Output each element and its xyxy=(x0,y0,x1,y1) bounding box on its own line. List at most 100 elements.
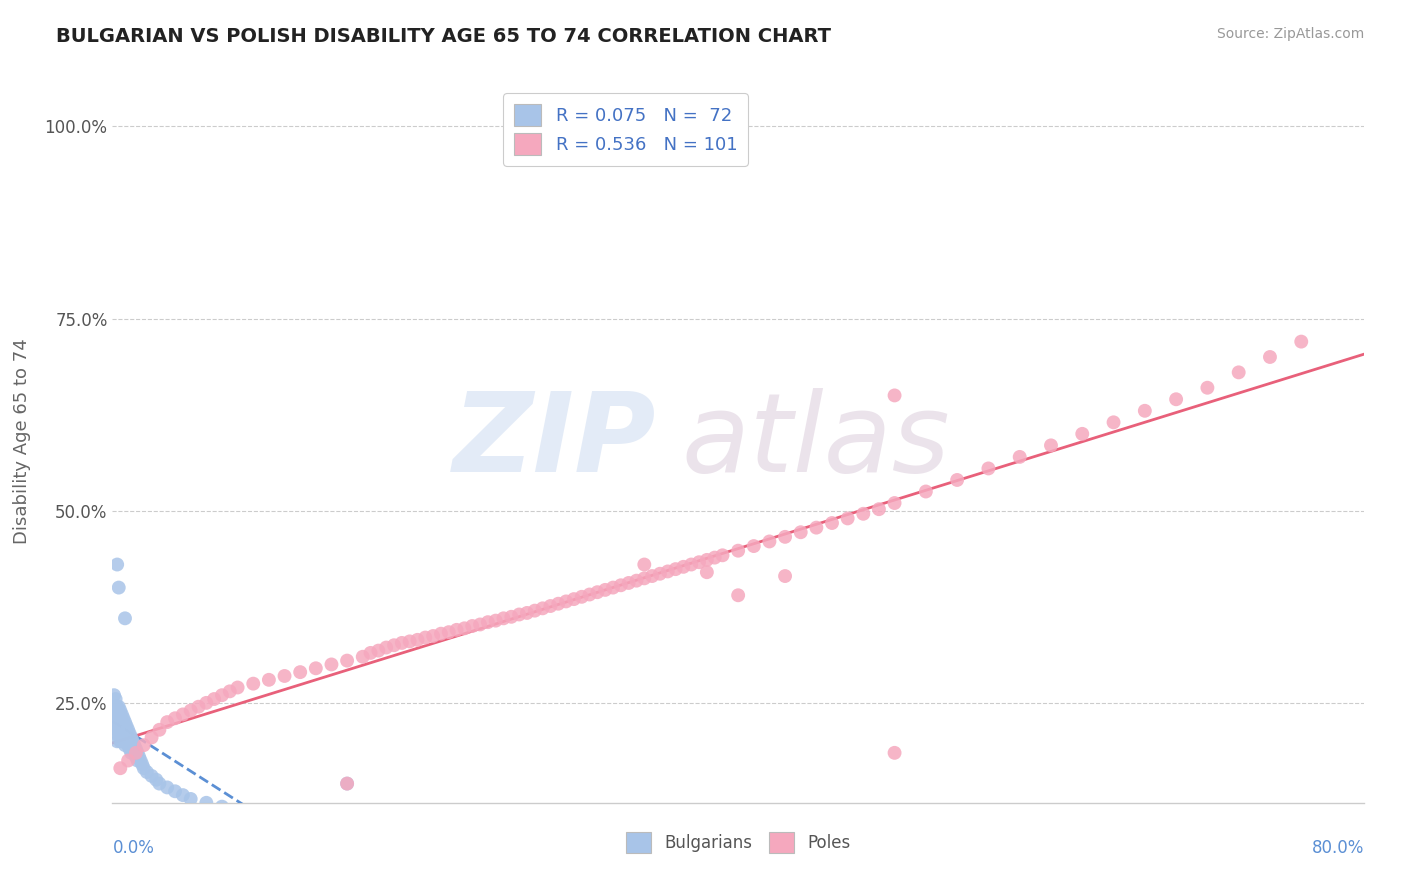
Point xyxy=(391,636,413,650)
Point xyxy=(105,711,128,725)
Point xyxy=(132,738,155,752)
Point xyxy=(696,565,718,579)
Point xyxy=(114,738,136,752)
Point xyxy=(883,496,905,510)
Point xyxy=(141,731,163,745)
Point xyxy=(1258,350,1281,364)
Point xyxy=(1197,381,1219,395)
Point xyxy=(104,711,127,725)
Point xyxy=(172,788,194,802)
Point xyxy=(531,601,554,615)
Point xyxy=(883,746,905,760)
Point xyxy=(1008,450,1031,464)
Point xyxy=(105,723,128,737)
Point xyxy=(118,734,141,748)
Point xyxy=(110,723,132,737)
Point xyxy=(111,707,134,722)
Point xyxy=(117,731,139,745)
Point xyxy=(156,715,179,730)
Point xyxy=(1133,404,1156,418)
Point xyxy=(112,734,135,748)
Point xyxy=(696,553,718,567)
Point xyxy=(617,576,640,591)
Point xyxy=(107,707,129,722)
Point xyxy=(114,731,136,745)
Point xyxy=(593,582,616,597)
Point xyxy=(112,719,135,733)
Point xyxy=(633,571,655,585)
Point xyxy=(115,734,138,748)
Point xyxy=(129,754,152,768)
Point xyxy=(290,665,312,680)
Point xyxy=(883,388,905,402)
Point xyxy=(648,566,671,581)
Point xyxy=(977,461,1000,475)
Point xyxy=(806,521,828,535)
Point xyxy=(117,738,139,752)
Point xyxy=(657,565,679,579)
Point xyxy=(321,657,343,672)
Point xyxy=(1102,415,1125,429)
Point xyxy=(1166,392,1188,407)
Point xyxy=(406,632,429,647)
Point xyxy=(790,525,813,540)
Point xyxy=(187,699,209,714)
Point xyxy=(540,599,562,613)
Point xyxy=(110,719,132,733)
Point xyxy=(1039,438,1063,452)
Point xyxy=(107,715,129,730)
Point xyxy=(104,704,127,718)
Text: BULGARIAN VS POLISH DISABILITY AGE 65 TO 74 CORRELATION CHART: BULGARIAN VS POLISH DISABILITY AGE 65 TO… xyxy=(56,27,831,45)
Point xyxy=(112,723,135,737)
Point xyxy=(117,754,139,768)
Point xyxy=(103,707,125,722)
Point xyxy=(105,719,128,733)
Point xyxy=(446,623,468,637)
Point xyxy=(110,761,132,775)
Point xyxy=(664,562,686,576)
Text: ZIP: ZIP xyxy=(453,388,657,495)
Point xyxy=(120,738,142,752)
Point xyxy=(492,611,515,625)
Point xyxy=(107,699,129,714)
Point xyxy=(868,502,890,516)
Point xyxy=(163,711,186,725)
Point xyxy=(117,723,139,737)
Point xyxy=(218,684,240,698)
Point xyxy=(837,511,859,525)
Point xyxy=(156,780,179,795)
Text: Source: ZipAtlas.com: Source: ZipAtlas.com xyxy=(1216,27,1364,41)
Point xyxy=(125,742,148,756)
Point xyxy=(430,626,453,640)
Point xyxy=(852,507,875,521)
Point xyxy=(461,619,484,633)
Point xyxy=(125,749,148,764)
Point xyxy=(103,719,125,733)
Point xyxy=(727,543,749,558)
Point xyxy=(468,617,491,632)
Point xyxy=(626,574,648,588)
Point xyxy=(125,746,148,760)
Point xyxy=(773,530,796,544)
Point xyxy=(501,609,523,624)
Point xyxy=(352,649,374,664)
Point xyxy=(523,604,546,618)
Point xyxy=(115,719,138,733)
Point xyxy=(578,587,600,601)
Point xyxy=(226,681,249,695)
Point xyxy=(773,569,796,583)
Point xyxy=(127,754,149,768)
Point xyxy=(107,581,129,595)
Point xyxy=(105,699,128,714)
Point xyxy=(758,534,780,549)
Point xyxy=(111,726,134,740)
Point xyxy=(336,776,359,790)
Point xyxy=(305,661,328,675)
Point xyxy=(148,723,170,737)
Text: atlas: atlas xyxy=(682,388,950,495)
Point xyxy=(148,776,170,790)
Point xyxy=(111,715,134,730)
Point xyxy=(115,726,138,740)
Point xyxy=(180,704,202,718)
Point xyxy=(382,638,405,652)
